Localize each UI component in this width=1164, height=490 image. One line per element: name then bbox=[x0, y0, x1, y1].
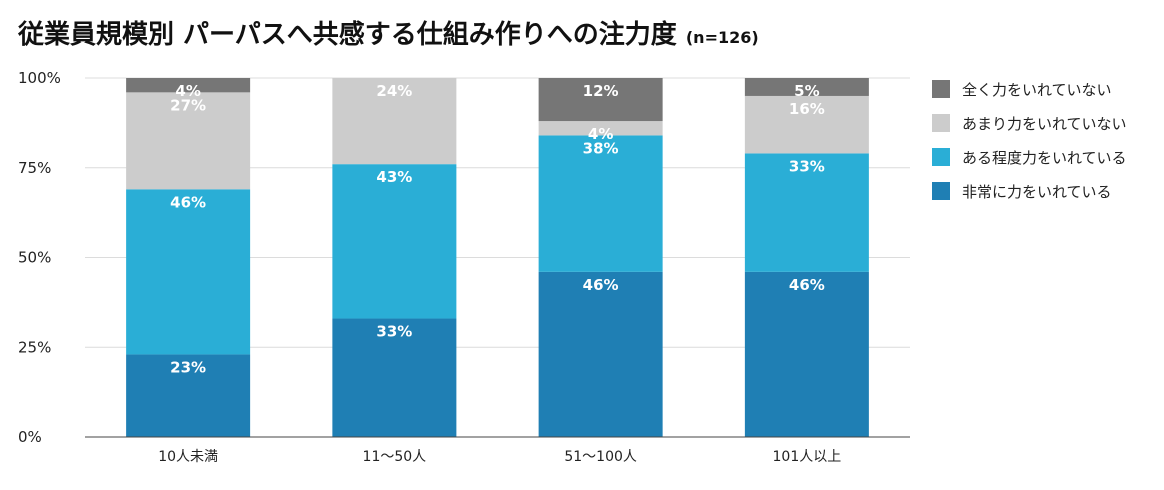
data-label: 33% bbox=[376, 323, 412, 341]
data-label: 12% bbox=[583, 82, 619, 100]
data-label: 23% bbox=[170, 358, 206, 376]
bars: 23%46%27%4%33%43%24%46%38%4%12%46%33%16%… bbox=[126, 78, 869, 437]
data-label: 5% bbox=[794, 82, 819, 100]
data-label: 38% bbox=[583, 139, 619, 157]
data-label: 4% bbox=[588, 125, 613, 143]
x-tick-label: 11〜50人 bbox=[363, 449, 427, 465]
x-axis: 10人未満 11〜50人 51〜100人 101人以上 bbox=[85, 436, 910, 465]
y-tick-label: 0% bbox=[18, 428, 42, 446]
bar-segment bbox=[538, 121, 663, 136]
data-label: 46% bbox=[583, 276, 619, 294]
bar-segment bbox=[744, 78, 869, 96]
legend-label: 全く力をいれていない bbox=[962, 81, 1112, 99]
chart-title-text: 従業員規模別 パーパスへ共感する仕組み作りへの注力度 bbox=[18, 20, 677, 50]
y-axis: 0% 25% 50% 75% 100% bbox=[18, 69, 61, 446]
legend-label: 非常に力をいれている bbox=[962, 183, 1112, 201]
bar-segment bbox=[538, 78, 663, 122]
y-tick-label: 25% bbox=[18, 338, 51, 356]
bar-segment bbox=[744, 95, 869, 154]
bar-segment bbox=[126, 78, 251, 93]
legend-label: ある程度力をいれている bbox=[962, 149, 1127, 167]
data-label: 33% bbox=[789, 157, 825, 175]
data-label: 27% bbox=[170, 96, 206, 114]
legend-swatch bbox=[932, 80, 950, 98]
bar-segment bbox=[126, 189, 251, 355]
bar-segment bbox=[744, 271, 869, 437]
chart-subtitle: (n=126) bbox=[685, 28, 759, 47]
y-tick-label: 100% bbox=[18, 69, 61, 87]
y-tick-label: 50% bbox=[18, 249, 51, 267]
bar-segment bbox=[126, 354, 251, 437]
data-label: 46% bbox=[170, 193, 206, 211]
data-label: 43% bbox=[376, 168, 412, 186]
x-tick-label: 51〜100人 bbox=[564, 449, 637, 465]
x-tick-label: 10人未満 bbox=[158, 449, 218, 465]
legend-swatch bbox=[932, 182, 950, 200]
bar-segment bbox=[126, 92, 251, 190]
y-tick-label: 75% bbox=[18, 159, 51, 177]
bar-segment bbox=[332, 78, 457, 165]
bar-segment bbox=[538, 271, 663, 437]
legend-swatch bbox=[932, 114, 950, 132]
bar-segment bbox=[538, 135, 663, 272]
legend-label: あまり力をいれていない bbox=[962, 115, 1127, 133]
legend: 全く力をいれていないあまり力をいれていないある程度力をいれている非常に力をいれて… bbox=[932, 80, 1127, 201]
x-tick-label: 101人以上 bbox=[773, 449, 842, 465]
bar-segment bbox=[332, 318, 457, 437]
chart-title: 従業員規模別 パーパスへ共感する仕組み作りへの注力度 (n=126) bbox=[18, 14, 759, 51]
bar-segment bbox=[332, 164, 457, 319]
legend-swatch bbox=[932, 148, 950, 166]
data-label: 24% bbox=[376, 82, 412, 100]
data-label: 46% bbox=[789, 276, 825, 294]
bar-segment bbox=[744, 153, 869, 272]
data-label: 16% bbox=[789, 100, 825, 118]
data-label: 4% bbox=[175, 82, 200, 100]
